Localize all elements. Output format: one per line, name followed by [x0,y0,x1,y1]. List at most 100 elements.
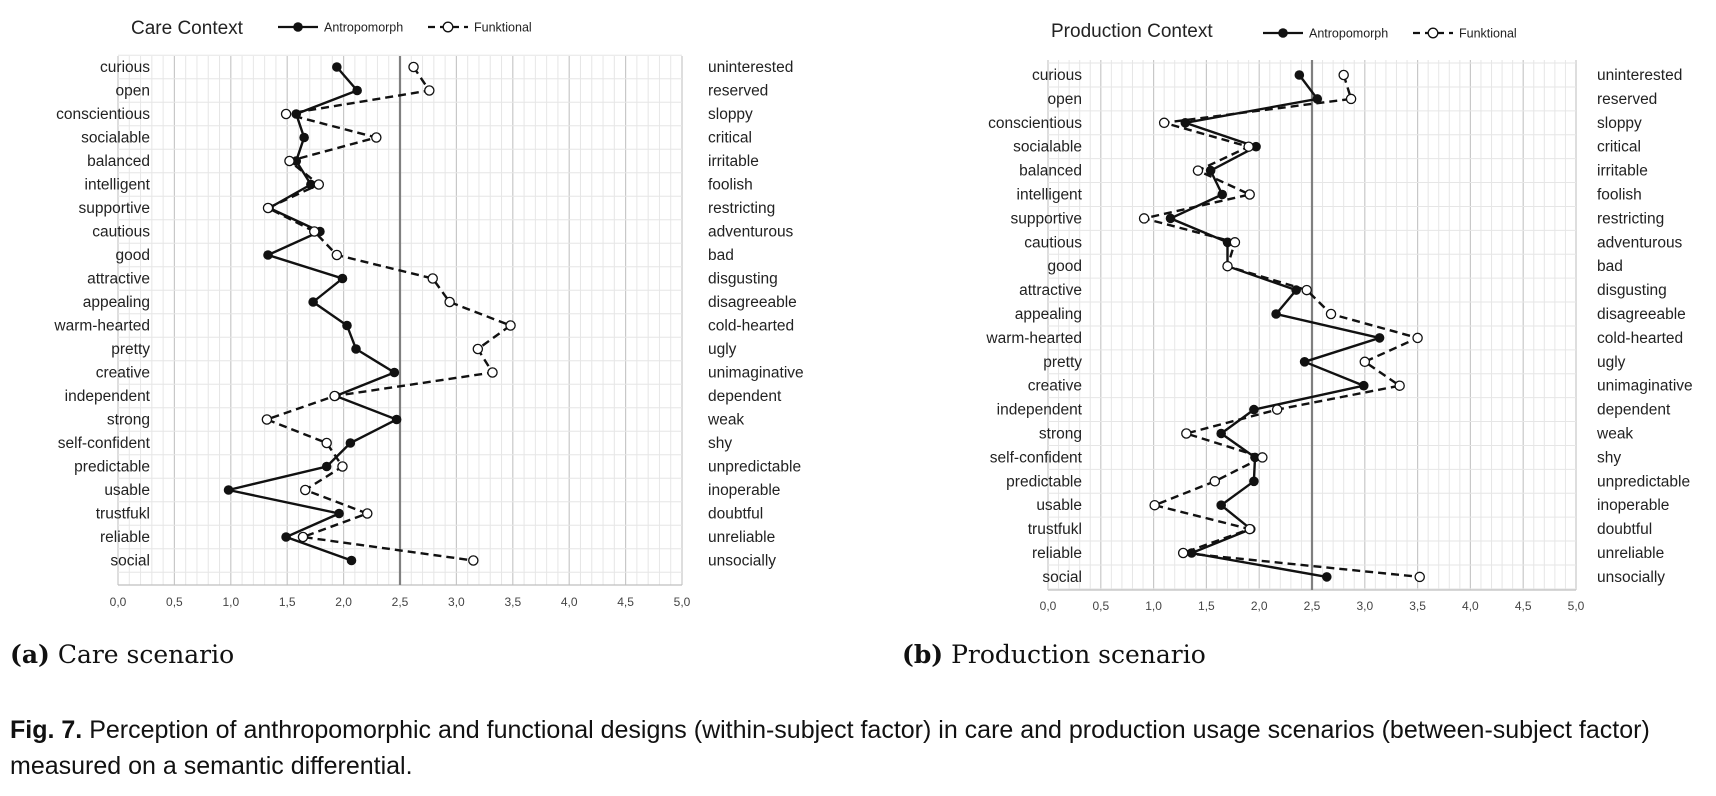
x-tick-label: 4,0 [1462,599,1479,613]
data-point-funktional [408,61,419,73]
left-pole-label: supportive [1010,210,1082,227]
data-point-funktional [427,273,438,284]
data-point-antropomorph [1249,476,1259,487]
legend-funktional-marker [1427,27,1439,39]
right-pole-label: reserved [1597,91,1657,108]
data-point-funktional [1244,523,1255,535]
right-pole-label: doubtful [1597,521,1652,538]
data-point-funktional [284,155,295,167]
x-tick-label: 0,0 [110,595,127,609]
data-point-funktional [280,108,292,120]
data-point-antropomorph [308,297,318,307]
right-pole-label: irritable [708,153,759,170]
right-pole-label: weak [707,412,744,429]
left-pole-label: independent [65,388,151,405]
left-pole-label: usable [104,482,150,499]
data-point-funktional [1138,213,1150,224]
x-tick-label: 0,5 [1092,599,1109,613]
left-pole-label: appealing [83,294,150,311]
data-point-antropomorph [1216,428,1226,439]
x-tick-label: 2,0 [1251,599,1268,613]
data-point-funktional [1345,93,1357,105]
right-pole-label: dependent [708,388,782,405]
x-tick-label: 4,5 [1515,599,1532,613]
left-pole-label: good [116,247,150,264]
data-point-funktional [1229,237,1241,248]
data-point-antropomorph [334,508,344,519]
legend-antropomorph-marker [1278,28,1288,38]
data-point-funktional [1243,141,1254,152]
data-point-funktional [1181,428,1192,439]
right-pole-label: restricting [708,200,775,217]
left-pole-label: independent [997,402,1083,419]
data-point-antropomorph [342,320,352,331]
left-pole-label: socialable [81,130,150,147]
right-pole-label: critical [708,130,752,147]
data-point-funktional [1257,452,1268,463]
data-point-funktional [337,461,348,472]
left-pole-label: conscientious [988,115,1082,132]
x-tick-label: 2,5 [392,595,409,609]
left-pole-label: usable [1036,497,1082,514]
left-pole-label: conscientious [56,106,150,123]
x-tick-label: 1,5 [279,595,296,609]
data-point-funktional [1192,165,1204,176]
left-pole-label: attractive [1019,282,1082,299]
data-point-funktional [1158,117,1170,129]
right-pole-label: reserved [708,83,768,100]
right-pole-label: inoperable [708,482,780,499]
left-pole-label: social [1042,569,1082,586]
data-point-funktional [505,320,516,331]
legend-antropomorph-label: Antropomorph [1309,27,1388,41]
right-pole-label: ugly [708,341,737,358]
data-point-funktional [1177,547,1189,559]
right-pole-label: sloppy [708,106,753,123]
right-pole-label: adventurous [708,224,794,241]
data-point-antropomorph [351,344,361,354]
data-point-antropomorph [1374,333,1385,343]
right-pole-label: uninterested [708,59,793,76]
left-pole-label: self-confident [58,435,151,452]
data-point-antropomorph [332,62,342,72]
data-point-funktional [262,202,274,214]
right-pole-label: ugly [1597,354,1626,371]
data-point-funktional [444,296,455,308]
x-tick-label: 1,0 [222,595,239,609]
data-point-funktional [309,226,320,237]
right-pole-label: bad [1597,258,1623,275]
legend-funktional-label: Funktional [474,21,532,35]
left-pole-label: pretty [1043,354,1082,371]
data-point-funktional [472,343,484,355]
data-point-funktional [487,367,498,378]
left-pole-label: strong [107,412,150,429]
data-point-funktional [1394,380,1405,391]
left-pole-label: curious [1032,67,1082,84]
right-pole-label: inoperable [1597,497,1669,514]
left-pole-label: socialable [1013,139,1082,156]
right-pole-label: unimaginative [1597,378,1693,395]
data-point-funktional [1414,571,1425,583]
data-point-funktional [1244,189,1255,200]
data-point-antropomorph [321,461,332,472]
left-pole-label: open [1048,91,1082,108]
left-pole-label: intelligent [85,177,151,194]
figure-caption: Fig. 7. Perception of anthropomorphic an… [10,716,1650,780]
data-point-antropomorph [306,179,316,190]
right-pole-label: cold-hearted [708,318,794,335]
left-pole-label: good [1048,258,1082,275]
data-point-antropomorph [1321,572,1332,582]
data-point-antropomorph [299,132,309,143]
left-pole-label: intelligent [1017,187,1083,204]
chart-title: Production Context [1051,21,1213,42]
right-pole-label: sloppy [1597,115,1642,132]
right-pole-label: unpredictable [1597,473,1690,490]
right-pole-label: disgusting [708,271,778,288]
x-tick-label: 3,5 [504,595,521,609]
data-point-funktional [261,414,273,425]
data-point-funktional [1149,499,1160,511]
data-point-antropomorph [1216,500,1226,511]
right-pole-label: foolish [1597,187,1642,204]
legend-funktional-marker [442,21,454,33]
data-point-antropomorph [1165,213,1176,224]
data-point-antropomorph [1299,357,1310,367]
